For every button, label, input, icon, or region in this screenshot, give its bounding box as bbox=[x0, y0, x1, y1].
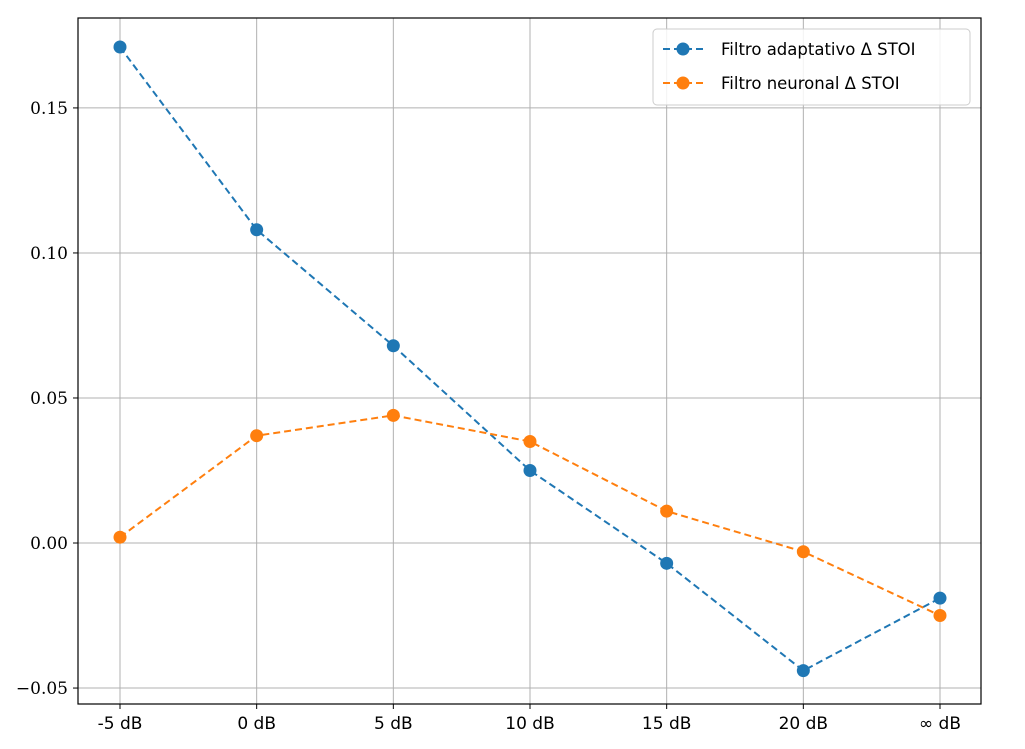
x-tick-label: 10 dB bbox=[505, 714, 555, 734]
data-point-series-2 bbox=[796, 545, 810, 559]
y-tick-label: 0.15 bbox=[30, 99, 68, 119]
series-layer bbox=[113, 40, 947, 678]
data-point-series-2 bbox=[523, 434, 537, 448]
x-tick-label: ∞ dB bbox=[919, 714, 961, 734]
data-point-series-1 bbox=[250, 223, 264, 237]
data-point-series-1 bbox=[933, 591, 947, 605]
legend-label: Filtro neuronal Δ STOI bbox=[721, 74, 900, 93]
x-tick-label: 15 dB bbox=[642, 714, 692, 734]
x-tick-label: 20 dB bbox=[779, 714, 829, 734]
data-point-series-2 bbox=[660, 504, 674, 518]
x-tick-label: 0 dB bbox=[237, 714, 276, 734]
legend-swatch-marker bbox=[676, 76, 690, 90]
legend-swatch-marker bbox=[676, 42, 690, 56]
y-tick-label: −0.05 bbox=[16, 679, 68, 699]
grid bbox=[78, 18, 981, 704]
y-tick-label: 0.00 bbox=[30, 534, 68, 554]
data-point-series-1 bbox=[660, 556, 674, 570]
x-tick-label: -5 dB bbox=[98, 714, 143, 734]
legend-box bbox=[652, 28, 971, 106]
y-tick-label: 0.10 bbox=[30, 244, 68, 264]
data-point-series-1 bbox=[386, 339, 400, 353]
legend: Filtro adaptativo Δ STOI Filtro neuronal … bbox=[652, 28, 971, 106]
legend-label: Filtro adaptativo Δ STOI bbox=[721, 40, 916, 59]
y-tick-label: 0.05 bbox=[30, 389, 68, 409]
data-point-series-1 bbox=[113, 40, 127, 54]
data-point-series-2 bbox=[386, 408, 400, 422]
x-tick-label: 5 dB bbox=[374, 714, 413, 734]
data-point-series-2 bbox=[113, 530, 127, 544]
data-point-series-1 bbox=[523, 463, 537, 477]
data-point-series-2 bbox=[933, 609, 947, 623]
tick-labels: -5 dB 0 dB 5 dB 10 dB 15 dB 20 dB ∞ dB −0.05 0.0… bbox=[16, 99, 961, 734]
tick-marks bbox=[73, 107, 941, 709]
data-point-series-1 bbox=[796, 664, 810, 678]
data-point-series-2 bbox=[250, 429, 264, 443]
